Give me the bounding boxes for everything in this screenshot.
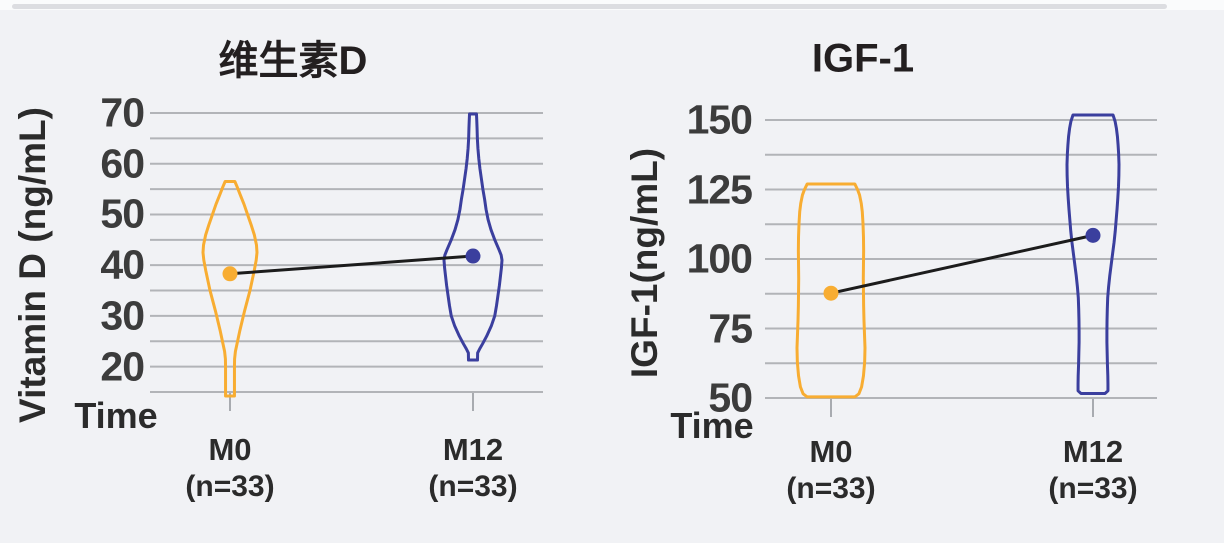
y-tick-label: 50	[100, 190, 145, 237]
chart2-title: IGF-1	[811, 36, 915, 81]
chart2-x-axis-label: Time	[670, 405, 754, 446]
category-label-m12: M12 (n=33)	[428, 432, 518, 503]
chart1-x-axis-label: Time	[74, 395, 158, 436]
mean-dot-m12	[465, 248, 481, 264]
top-strip	[0, 0, 1224, 10]
category-label-m12: M12 (n=33)	[1048, 434, 1138, 505]
violin-m12	[442, 112, 504, 362]
mean-dot-m12	[1085, 227, 1101, 243]
y-tick-label: 20	[100, 343, 145, 390]
y-tick-label: 100	[686, 235, 753, 282]
chart1-title: 维生素D	[218, 39, 368, 83]
y-tick-label: 50	[708, 374, 753, 421]
y-tick-label: 70	[100, 89, 145, 136]
y-tick-label: 75	[708, 305, 753, 351]
y-tick-label: 150	[686, 96, 753, 143]
violin-m0	[795, 182, 867, 399]
mean-dot-m0	[823, 285, 839, 301]
category-label-m0: M0 (n=33)	[786, 434, 876, 505]
category-label-m0: M0 (n=33)	[185, 432, 275, 503]
y-tick-label: 40	[100, 241, 145, 288]
y-tick-label: 60	[100, 140, 145, 187]
y-tick-label: 30	[100, 292, 145, 339]
chart1-y-axis-label: Vitamin D (ng/mL)	[12, 107, 53, 423]
violin-m12	[1065, 113, 1121, 396]
mean-trend-line	[229, 254, 474, 276]
violin-m0	[201, 179, 259, 398]
chart2-y-axis-label: IGF-1(ng/mL)	[624, 147, 665, 379]
mean-trend-line	[830, 233, 1094, 295]
mean-dot-m0	[222, 266, 238, 282]
y-tick-label: 125	[686, 166, 753, 212]
top-divider-bar	[12, 4, 1167, 9]
